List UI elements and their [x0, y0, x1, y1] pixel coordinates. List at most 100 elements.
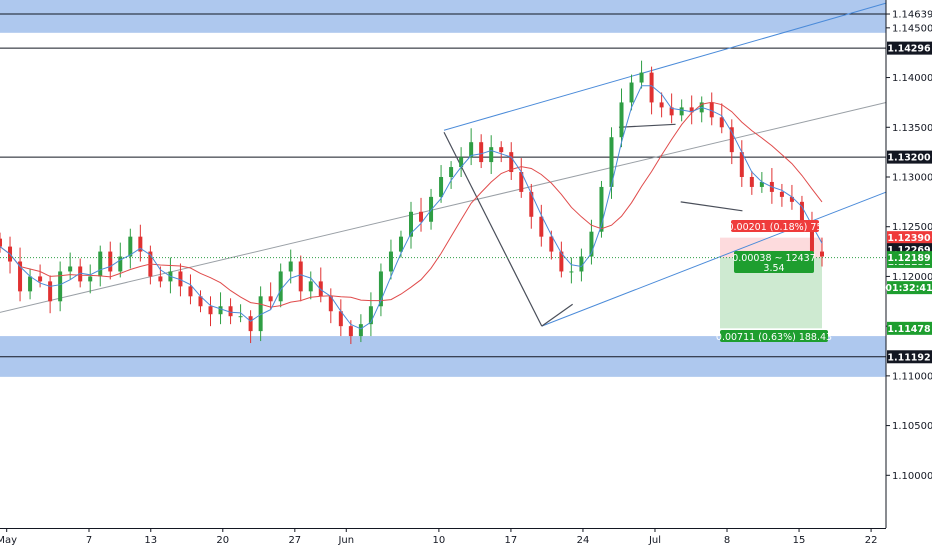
- candle-body: [649, 72, 654, 103]
- level-tag: [887, 41, 932, 55]
- candle-body: [629, 82, 634, 103]
- candle-body: [719, 117, 724, 128]
- candle-body: [68, 266, 73, 272]
- candle-body: [48, 281, 53, 302]
- candle-body: [419, 211, 424, 222]
- time-scale-background[interactable]: [0, 528, 886, 550]
- channel-line: [443, 2, 887, 131]
- candle-body: [589, 231, 594, 257]
- candle-body: [739, 152, 744, 177]
- price-tick-label: 1.12500: [892, 222, 932, 233]
- candle-body: [298, 261, 303, 292]
- price-tick-label: 1.13500: [892, 123, 932, 134]
- time-tick-label: 22: [865, 535, 878, 546]
- price-tick-label: 1.11000: [892, 371, 932, 382]
- time-tick-label: 17: [505, 535, 518, 546]
- moving-average-line: [0, 101, 823, 308]
- candle-body: [409, 211, 413, 237]
- current-price-label: 1.12189: [887, 253, 930, 264]
- price-tag: [887, 321, 932, 335]
- candle-body: [238, 316, 243, 318]
- price-tick-label: 1.10000: [892, 471, 932, 482]
- candle-body: [639, 72, 644, 83]
- candle-body: [378, 271, 383, 307]
- time-tick-label: 24: [577, 535, 590, 546]
- candle-body: [669, 107, 674, 116]
- candle-body: [248, 316, 253, 332]
- candle-body: [779, 191, 784, 197]
- time-tick-label: Jun: [337, 535, 354, 546]
- pnl-label-text: 3.54: [763, 263, 784, 274]
- level-tag: [887, 150, 932, 164]
- candle-body: [38, 276, 43, 282]
- candle-body: [118, 256, 123, 272]
- candle-body: [759, 181, 764, 187]
- channel-line: [0, 101, 887, 313]
- candle-body: [358, 324, 363, 337]
- candle-body: [128, 236, 133, 257]
- candle-body: [98, 251, 103, 277]
- candle-body: [278, 271, 283, 302]
- price-tag: [887, 350, 932, 364]
- level-tag-label: 1.13200: [887, 153, 931, 164]
- candle-body: [509, 152, 514, 173]
- candle-body: [559, 251, 564, 272]
- stop-label-text: 0.00201 (0.18%) 75: [727, 222, 822, 233]
- trend-lines-layer: [0, 2, 887, 327]
- candle-body: [398, 236, 403, 252]
- candle-body: [439, 176, 444, 197]
- candle-body: [338, 311, 343, 327]
- time-tick-label: 13: [144, 535, 157, 546]
- candle-body: [679, 107, 684, 116]
- price-tags-layer: 1.123901.122691.121511.114781.111921.142…: [885, 41, 932, 364]
- candle-body: [689, 107, 694, 113]
- time-tick-label: Jul: [648, 535, 661, 546]
- price-tick-label: 1.14500: [892, 23, 932, 34]
- current-price-tag: [887, 251, 932, 265]
- target-label-box: [720, 330, 828, 342]
- candle-body: [659, 102, 664, 108]
- price-tag-label: 1.12269: [887, 245, 930, 256]
- time-tick-label: 10: [433, 535, 446, 546]
- candle-body: [178, 271, 183, 287]
- candle-body: [519, 172, 524, 192]
- pnl-label-text: 0.00038 ~ 12437: [732, 253, 816, 264]
- candle-body: [188, 286, 193, 297]
- time-tick-label: 20: [216, 535, 229, 546]
- time-tick-label: 15: [793, 535, 806, 546]
- price-tag-label: 1.11478: [887, 324, 931, 335]
- candle-body: [218, 306, 223, 315]
- moving-average-line: [0, 85, 823, 330]
- candle-body: [569, 271, 574, 273]
- countdown-label: 01:32:41: [885, 283, 932, 294]
- target-label-text: 0.00711 (0.63%) 188.43: [716, 332, 832, 343]
- candle-body: [809, 221, 814, 252]
- candle-body: [28, 276, 33, 292]
- candle-body: [729, 127, 734, 153]
- candle-body: [328, 296, 333, 312]
- candle-body: [268, 296, 273, 302]
- candle-body: [108, 251, 113, 272]
- price-tag-label: 1.11192: [887, 352, 930, 363]
- pattern-line: [541, 303, 574, 327]
- candle-body: [599, 186, 604, 232]
- candle-body: [158, 276, 163, 282]
- price-tag: [887, 231, 932, 245]
- candle-body: [459, 157, 464, 168]
- candle-body: [258, 296, 263, 332]
- candle-body: [609, 137, 614, 187]
- candle-body: [539, 216, 544, 237]
- candle-body: [619, 102, 624, 138]
- candle-body: [529, 191, 534, 217]
- candle-body: [288, 261, 293, 272]
- pattern-line: [680, 201, 743, 212]
- price-tick-label: 1.14000: [892, 73, 932, 84]
- time-tick-label: 7: [86, 535, 92, 546]
- candle-body: [348, 326, 353, 337]
- candle-body: [208, 306, 213, 315]
- time-axis: May 7 13 20 27 Jun 10 17 24 Jul 8 15 22: [0, 528, 877, 546]
- price-scale-background[interactable]: [886, 0, 932, 550]
- candle-body: [18, 261, 23, 292]
- price-tick-label: 1.10500: [892, 421, 932, 432]
